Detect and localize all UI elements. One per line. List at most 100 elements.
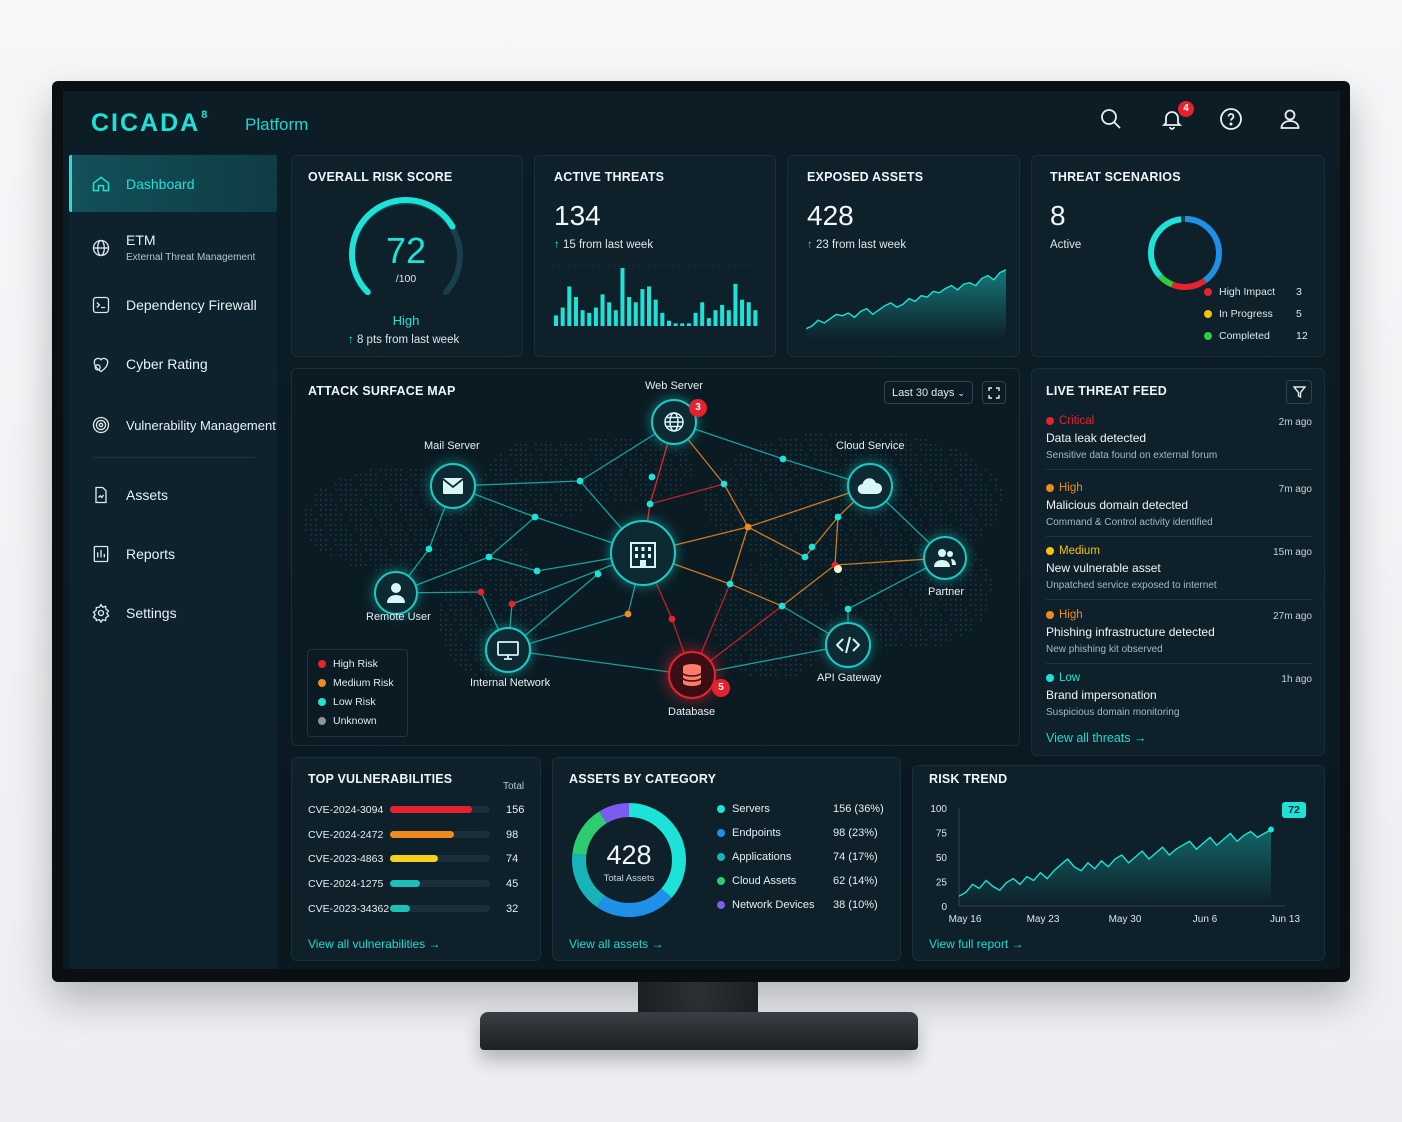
threat-feed-item[interactable]: High Phishing infrastructure detected New …: [1046, 609, 1312, 655]
vulnerability-row[interactable]: CVE-2023-4863 74: [308, 853, 538, 867]
cve-id: CVE-2024-2472: [308, 828, 384, 841]
vulnerability-bar-track: [390, 806, 490, 813]
threat-bar: [726, 310, 731, 326]
threat-timestamp: 1h ago: [1281, 674, 1312, 685]
network-junction: [594, 570, 602, 578]
cve-id: CVE-2023-4863: [308, 853, 384, 866]
exposed-assets-title: EXPOSED ASSETS: [807, 170, 924, 184]
arrow-up-icon: ↑: [554, 239, 560, 251]
category-label: Applications: [732, 851, 792, 863]
severity-dot: [1046, 546, 1054, 555]
severity-dot: [1046, 610, 1054, 619]
threat-feed-item[interactable]: High Malicious domain detected Command & C…: [1046, 482, 1312, 528]
severity-dot: [1046, 673, 1054, 682]
legend-dot: [318, 698, 326, 707]
trend-x-tick: May 16: [949, 914, 982, 925]
vulnerability-bar-track: [390, 880, 490, 888]
vulnerability-bar-fill: [390, 855, 438, 863]
threat-subtitle: New phishing kit observed: [1046, 644, 1163, 655]
category-value: 74 (17%): [833, 851, 878, 863]
category-row[interactable]: Applications 74 (17%): [717, 851, 887, 863]
arrow-right-icon: →: [1011, 937, 1024, 951]
central-organization-node[interactable]: [610, 520, 676, 586]
sidebar-item-assets[interactable]: Assets: [69, 484, 277, 506]
network-junction: [508, 600, 516, 608]
threat-bar: [593, 307, 598, 326]
network-junction: [801, 553, 809, 561]
risk-legend-label: Medium Risk: [333, 677, 394, 689]
web-server-node[interactable]: 3: [651, 399, 707, 445]
category-row[interactable]: Cloud Assets 62 (14%): [717, 875, 887, 887]
threat-feed-item[interactable]: Critical Data leak detected Sensitive data…: [1046, 415, 1312, 461]
sidebar-item-label: Dashboard: [126, 175, 195, 192]
filter-button[interactable]: [1286, 380, 1312, 404]
category-row[interactable]: Servers 156 (36%): [717, 803, 887, 815]
risk-score-max: /100: [395, 273, 417, 285]
cve-id: CVE-2024-1275: [308, 878, 384, 891]
internal-network-node[interactable]: [485, 627, 531, 673]
database-node[interactable]: 5: [668, 651, 730, 699]
sidebar-item-vulnerability-management[interactable]: Vulnerability Management: [69, 414, 277, 436]
brand-logo[interactable]: CICADA8: [91, 109, 210, 137]
sidebar-item-etm[interactable]: ETM External Threat Management: [69, 232, 277, 263]
network-link: [723, 483, 749, 528]
vulnerability-row[interactable]: CVE-2023-34362 32: [308, 903, 538, 917]
cloud-service-node[interactable]: [847, 463, 893, 509]
document-icon: [90, 484, 112, 506]
risk-legend-item: Medium Risk: [318, 677, 394, 689]
user-profile-icon[interactable]: [1278, 107, 1304, 133]
sidebar-item-settings[interactable]: Settings: [69, 602, 277, 624]
category-row[interactable]: Endpoints 98 (23%): [717, 827, 887, 839]
remote-user-node[interactable]: [374, 571, 418, 615]
partner-node[interactable]: [923, 536, 967, 580]
threat-severity-label: Critical: [1059, 415, 1095, 427]
vulnerability-count: 32: [506, 902, 519, 915]
threat-feed-item[interactable]: Low Brand impersonation Suspicious domain …: [1046, 672, 1312, 718]
assets-category-title: ASSETS BY CATEGORY: [569, 772, 717, 786]
sidebar-item-dashboard[interactable]: Dashboard: [69, 155, 277, 212]
threat-bar: [673, 323, 678, 326]
dashboard-screen: CICADA8 Platform 4 Dashboard ETM External…: [63, 91, 1340, 969]
exposed-assets-change-text: 23 from last week: [815, 239, 907, 251]
sidebar-item-reports[interactable]: Reports: [69, 543, 277, 565]
notifications-bell-icon[interactable]: 4: [1160, 101, 1194, 133]
vulnerability-row[interactable]: CVE-2024-3094 156: [308, 804, 538, 818]
help-icon[interactable]: [1219, 107, 1245, 133]
view-all-threats-link[interactable]: View all threats →: [1046, 731, 1147, 745]
risk-legend-item: High Risk: [318, 658, 378, 670]
vuln-total-header: Total: [503, 781, 525, 792]
view-all-assets-link[interactable]: View all assets →: [569, 937, 664, 951]
category-value: 38 (10%): [833, 899, 878, 911]
category-row[interactable]: Network Devices 38 (10%): [717, 899, 887, 911]
arrow-right-icon: →: [428, 937, 441, 951]
api-gateway-node[interactable]: [825, 622, 871, 668]
vulnerability-row[interactable]: CVE-2024-1275 45: [308, 878, 538, 892]
threat-bar: [613, 310, 618, 326]
fullscreen-button[interactable]: [982, 381, 1006, 404]
category-dot: [717, 877, 725, 886]
threat-bar: [620, 268, 625, 326]
date-range-value: Last 30 days: [892, 387, 955, 399]
date-range-dropdown[interactable]: Last 30 days ⌄: [884, 381, 973, 404]
view-full-report-link[interactable]: View full report →: [929, 937, 1024, 951]
view-all-vulnerabilities-link[interactable]: View all vulnerabilities →: [308, 937, 441, 951]
sidebar-item-cyber-rating[interactable]: Cyber Rating: [69, 353, 277, 375]
web-server-alert-badge: 3: [689, 399, 707, 417]
view-all-threats-text: View all threats: [1046, 731, 1131, 745]
threat-scenarios-card: THREAT SCENARIOS 8 Active High Impact 3 In…: [1031, 155, 1325, 357]
scenario-donut-segment: [1148, 216, 1222, 290]
vulnerability-row[interactable]: CVE-2024-2472 98: [308, 829, 538, 843]
trend-current-point: [1268, 826, 1274, 833]
mail-server-node[interactable]: [430, 463, 476, 509]
top-vulnerabilities-title: TOP VULNERABILITIES: [308, 772, 453, 786]
threat-bar: [647, 286, 652, 326]
threat-severity-label: High: [1059, 609, 1083, 621]
threat-feed-item[interactable]: Medium New vulnerable asset Unpatched serv…: [1046, 545, 1312, 591]
sidebar-item-label: Dependency Firewall: [126, 297, 257, 313]
search-icon[interactable]: [1099, 107, 1125, 133]
network-junction: [624, 610, 632, 618]
sidebar-item-dependency-firewall[interactable]: Dependency Firewall: [69, 294, 277, 316]
globe-icon: [664, 412, 684, 432]
threat-subtitle: Command & Control activity identified: [1046, 517, 1213, 528]
